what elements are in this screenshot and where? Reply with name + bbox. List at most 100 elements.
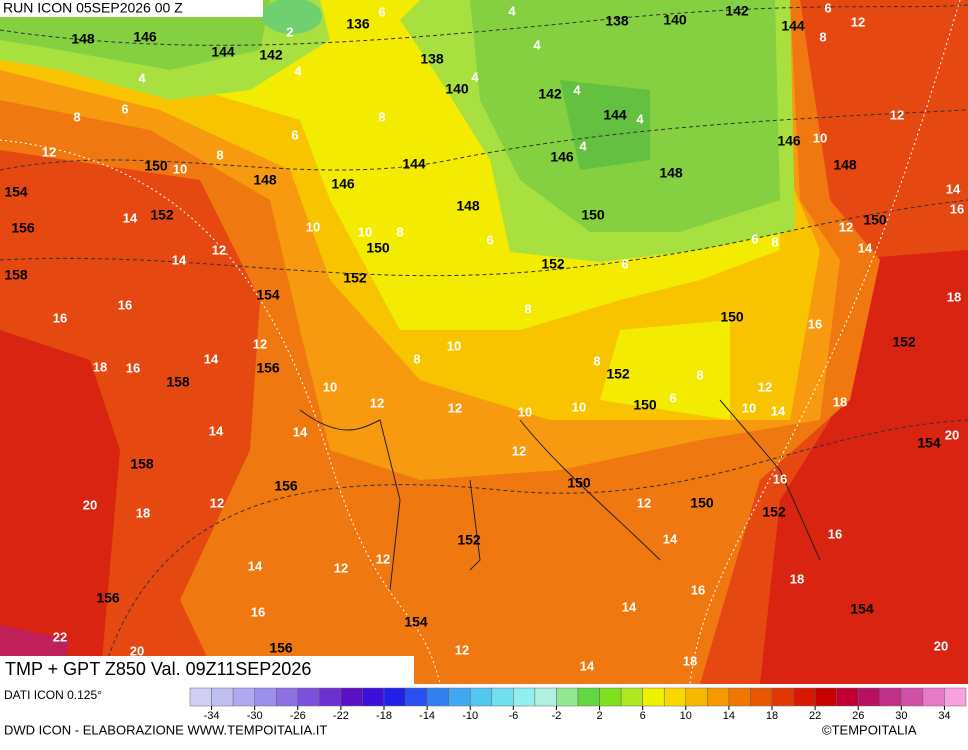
- colorbar-swatch: [707, 687, 730, 707]
- geopotential-label: 158: [130, 456, 154, 472]
- title: TMP + GPT Z850 Val. 09Z11SEP2026: [5, 659, 311, 679]
- colorbar-swatch: [362, 687, 385, 707]
- field: [262, 0, 322, 34]
- temperature-label: 6: [751, 231, 758, 246]
- geopotential-label: 150: [144, 158, 168, 174]
- temperature-label: 20: [83, 497, 97, 512]
- colorbar-swatch: [254, 687, 277, 707]
- geopotential-label: 154: [917, 435, 941, 451]
- geopotential-label: 148: [71, 31, 95, 47]
- temperature-label: 8: [819, 29, 826, 44]
- contour: [99, 419, 968, 685]
- geopotential-label: 156: [96, 590, 120, 606]
- geopotential-label: 152: [541, 256, 565, 272]
- temperature-label: 16: [808, 316, 822, 331]
- geopotential-label: 144: [781, 18, 805, 34]
- colorbar-swatch: [426, 687, 449, 707]
- geopotential-label: 150: [720, 309, 744, 325]
- temperature-label: 12: [455, 642, 469, 657]
- temperature-label: 18: [683, 653, 697, 668]
- temperature-label: 14: [580, 658, 595, 673]
- geopotential-label: 138: [420, 51, 444, 67]
- geopotential-label: 150: [633, 397, 657, 413]
- colorbar-tick-label: -22: [333, 710, 349, 722]
- temperature-label: 4: [636, 111, 644, 126]
- temperature-label: 4: [573, 82, 581, 97]
- temperature-label: 6: [121, 101, 128, 116]
- colorbar-swatch: [556, 687, 579, 707]
- temperature-label: 4: [471, 69, 479, 84]
- geopotential-label: 154: [256, 287, 280, 303]
- geopotential-label: 150: [690, 495, 714, 511]
- geopotential-label: 156: [256, 360, 280, 376]
- temperature-label: 14: [172, 252, 187, 267]
- temperature-label: 12: [512, 443, 526, 458]
- temperature-label: 8: [593, 353, 600, 368]
- geopotential-label: 138: [605, 13, 629, 29]
- colorbar-swatch: [599, 687, 622, 707]
- colorbar-swatch: [189, 687, 212, 707]
- geopotential-label: 142: [259, 47, 283, 63]
- temperature-label: 6: [824, 0, 831, 15]
- colorbar-tick-label: -10: [462, 710, 478, 722]
- coastlines: [299, 399, 821, 591]
- colorbar-tick-label: 26: [852, 710, 864, 722]
- temperature-label: 12: [42, 144, 56, 159]
- temperature-label: 16: [828, 526, 842, 541]
- colorbar-swatch: [750, 687, 773, 707]
- colorbar-swatch: [685, 687, 708, 707]
- geopotential-label: 146: [133, 29, 157, 45]
- temperature-label: 8: [524, 301, 531, 316]
- field: [0, 0, 270, 70]
- temperature-label: 12: [758, 379, 772, 394]
- temperature-label: 16: [53, 310, 67, 325]
- colorbar-tick-label: -2: [552, 710, 562, 722]
- geopotential-label: 152: [150, 207, 174, 223]
- geopotential-label: 148: [456, 198, 480, 214]
- map-area: [0, 0, 968, 685]
- geopotential-label: 142: [538, 86, 562, 102]
- colorbar-swatch: [211, 687, 234, 707]
- temperature-label: 20: [934, 638, 948, 653]
- temperature-label: 22: [53, 629, 67, 644]
- temperature-label: 8: [73, 109, 80, 124]
- geopotential-label: 150: [581, 207, 605, 223]
- temperature-label: 10: [323, 379, 337, 394]
- colorbar-swatch: [901, 687, 924, 707]
- footer-left: DWD ICON - ELABORAZIONE WWW.TEMPOITALIA.…: [4, 722, 327, 737]
- colorbar-swatch: [793, 687, 816, 707]
- field: [560, 80, 650, 170]
- temperature-label: 14: [204, 351, 219, 366]
- geopotential-label: 146: [777, 133, 801, 149]
- colorbar-tick-label: -6: [508, 710, 518, 722]
- colorbar-tick-label: -26: [290, 710, 306, 722]
- colorbar-tick-label: 14: [723, 710, 735, 722]
- source: DATI ICON 0.125°: [4, 688, 102, 702]
- colorbar-swatch: [513, 687, 536, 707]
- geopotential-label: 146: [331, 176, 355, 192]
- colorbar-tick-label: 34: [938, 710, 950, 722]
- colorbar-swatch: [728, 687, 751, 707]
- colorbar-tick-label: 6: [640, 710, 646, 722]
- colorbar-swatch: [879, 687, 902, 707]
- colorbar-tick-label: 2: [596, 710, 602, 722]
- temperature-label: 16: [691, 582, 705, 597]
- geopotential-label: 156: [274, 478, 298, 494]
- temperature-label: 14: [209, 423, 224, 438]
- colorbar-swatch: [814, 687, 837, 707]
- temperature-label: 8: [413, 351, 420, 366]
- temperature-label: 4: [138, 70, 146, 85]
- temperature-label: 10: [742, 400, 756, 415]
- geopotential-label: 140: [445, 81, 469, 97]
- geopotential-label: 140: [663, 12, 687, 28]
- geopotential-label: 146: [550, 149, 574, 165]
- field: [600, 320, 730, 420]
- temperature-label: 6: [621, 256, 628, 271]
- colorbar-swatch: [577, 687, 600, 707]
- colorbar-swatch: [836, 687, 859, 707]
- colorbar-tick-label: 30: [895, 710, 907, 722]
- temperature-label: 10: [518, 404, 532, 419]
- geopotential-label: 144: [402, 156, 426, 172]
- colorbar-tick-label: 18: [766, 710, 778, 722]
- colorbar-swatch: [448, 687, 471, 707]
